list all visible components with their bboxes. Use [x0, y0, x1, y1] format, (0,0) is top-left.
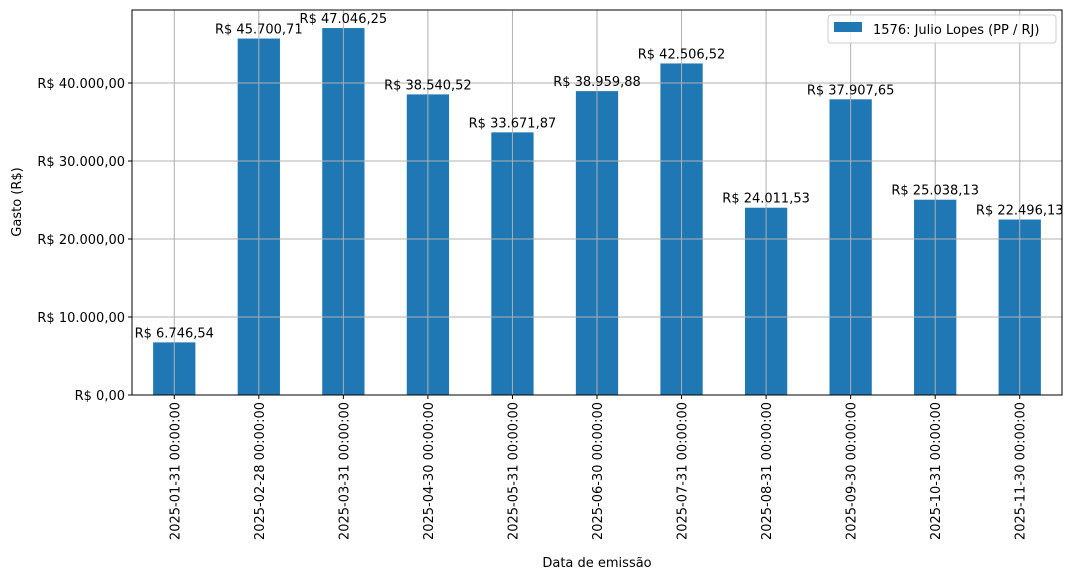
y-tick-label: R$ 40.000,00 — [37, 77, 125, 92]
legend-label: 1576: Julio Lopes (PP / RJ) — [873, 23, 1039, 38]
bar-value-label: R$ 24.011,53 — [722, 192, 810, 207]
bar-value-label: R$ 38.540,52 — [384, 78, 472, 93]
y-tick-label: R$ 10.000,00 — [37, 311, 125, 326]
bar-value-label: R$ 42.506,52 — [638, 47, 726, 62]
bar-value-label: R$ 37.907,65 — [807, 83, 895, 98]
bar-value-label: R$ 45.700,71 — [215, 23, 303, 38]
x-tick-label: 2025-02-28 00:00:00 — [253, 402, 268, 540]
x-tick-label: 2025-10-31 00:00:00 — [929, 402, 944, 540]
x-tick-label: 2025-09-30 00:00:00 — [845, 402, 860, 540]
y-tick-label: R$ 20.000,00 — [37, 233, 125, 248]
legend-swatch — [834, 22, 862, 32]
bar-value-label: R$ 33.671,87 — [469, 116, 557, 131]
x-tick-label: 2025-08-31 00:00:00 — [760, 402, 775, 540]
bar-value-label: R$ 6.746,54 — [135, 326, 214, 341]
bar-value-label: R$ 38.959,88 — [553, 75, 641, 90]
bar-value-label: R$ 25.038,13 — [891, 184, 979, 199]
x-tick-label: 2025-04-30 00:00:00 — [422, 402, 437, 540]
y-axis-ticks: R$ 0,00 R$ 10.000,00 R$ 20.000,00 R$ 30.000… — [37, 77, 132, 404]
y-tick-label: R$ 0,00 — [75, 389, 125, 404]
bar-value-labels: R$ 6.746,54 R$ 45.700,71R$ 47.046,25 R$ 38… — [135, 12, 1064, 341]
x-tick-label: 2025-05-31 00:00:00 — [506, 402, 521, 540]
bar-value-label: R$ 22.496,13 — [976, 204, 1064, 219]
y-tick-label: R$ 30.000,00 — [37, 155, 125, 170]
bars — [132, 28, 1062, 396]
bar-value-label: R$ 47.046,25 — [300, 12, 388, 27]
x-tick-label: 2025-06-30 00:00:00 — [591, 402, 606, 540]
x-axis-label: Data de emissão — [542, 556, 651, 571]
x-tick-label: 2025-11-30 00:00:00 — [1014, 402, 1029, 540]
x-axis-ticks: 2025-01-31 00:00:00 2025-02-28 00:00:00 20… — [168, 395, 1029, 540]
legend-box — [827, 14, 1057, 44]
x-tick-label: 2025-07-31 00:00:00 — [676, 402, 691, 540]
y-axis-label: Gasto (R$) — [10, 167, 25, 236]
x-tick-label: 2025-03-31 00:00:00 — [337, 402, 352, 540]
x-tick-label: 2025-01-31 00:00:00 — [168, 402, 183, 540]
legend: 1576: Julio Lopes (PP / RJ) — [827, 14, 1057, 44]
